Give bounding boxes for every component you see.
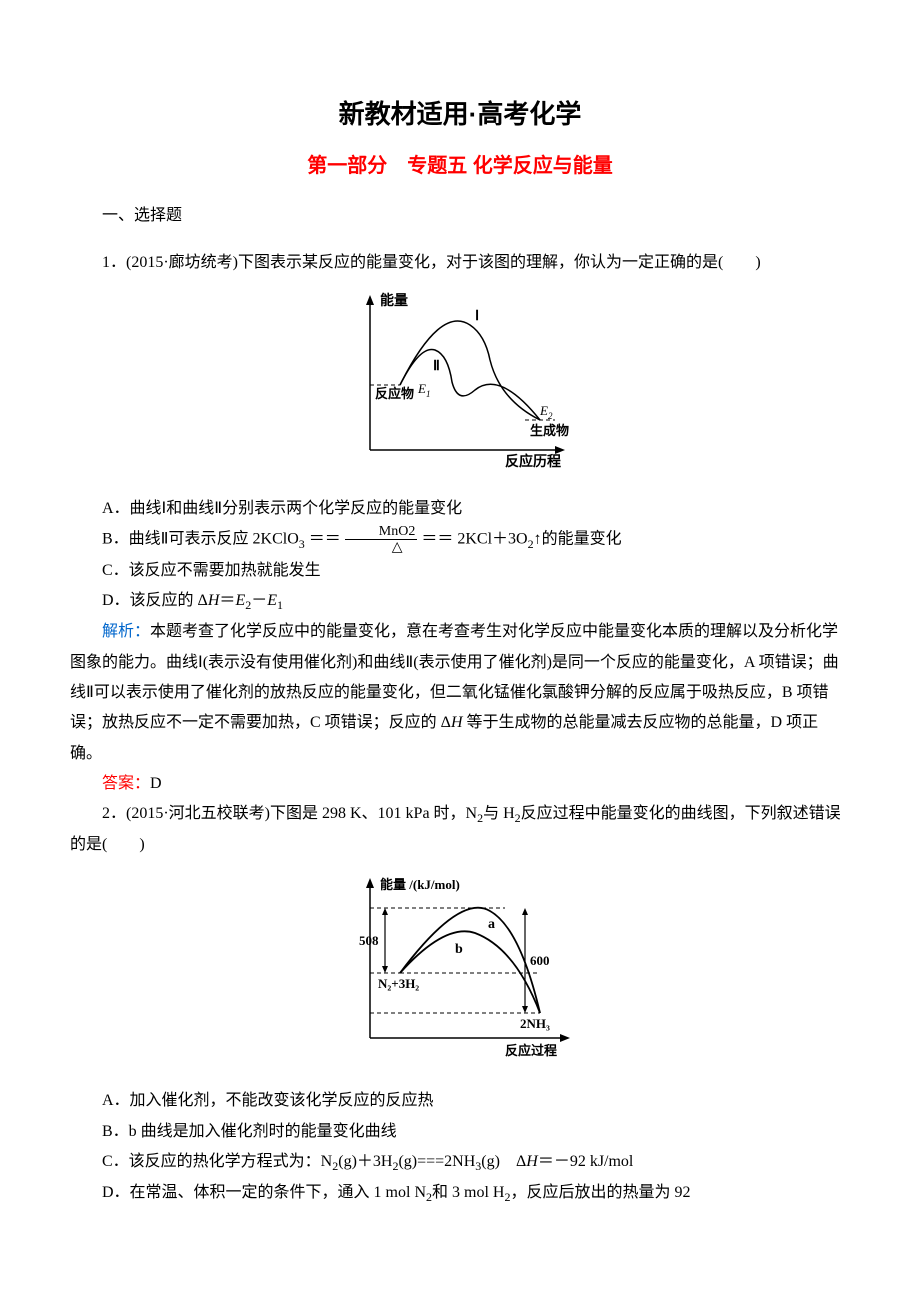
curve-a-label: a [488,917,495,932]
q1-option-a: A．曲线Ⅰ和曲线Ⅱ分别表示两个化学反应的能量变化 [70,494,850,524]
product-label: 生成物 [530,423,569,438]
q2-option-b: B．b 曲线是加入催化剂时的能量变化曲线 [70,1117,850,1147]
section-heading: 一、选择题 [70,201,850,231]
q2-option-a: A．加入催化剂，不能改变该化学反应的反应热 [70,1086,850,1116]
analysis-label: 解析： [102,623,150,640]
q1-answer: 答案：D [70,769,850,799]
q1-option-d: D．该反应的 ΔH＝E2－E1 [70,586,850,617]
q1-figure: 能量 反应历程 Ⅰ Ⅱ 反应物 E1 生成物 E2 [70,290,850,481]
q1-stem: 1．(2015·廊坊统考)下图表示某反应的能量变化，对于该图的理解，你认为一定正… [70,248,850,278]
q2-figure: 能量 /(kJ/mol) 反应过程 a b 508 600 N₂+3H₂ 2NH… [70,873,850,1074]
val-508: 508 [359,933,379,948]
q1-analysis: 解析：本题考查了化学反应中的能量变化，意在考查考生对化学反应中能量变化本质的理解… [70,617,850,769]
e2-label: E2 [539,403,553,421]
curve-b-label: b [455,942,463,957]
val-600: 600 [530,953,550,968]
x-axis-label: 反应历程 [505,453,561,470]
y-axis-label: 能量 [380,292,408,309]
answer-label: 答案： [102,775,150,792]
q1-option-c: C．该反应不需要加热就能发生 [70,556,850,586]
curve-1-label: Ⅰ [475,309,479,324]
reactant-label: 反应物 [375,386,414,401]
q2-stem: 2．(2015·河北五校联考)下图是 298 K、101 kPa 时，N2与 H… [70,799,850,860]
main-title: 新教材适用·高考化学 [70,90,850,139]
curve-2-label: Ⅱ [433,359,440,374]
left-species: N₂+3H₂ [378,976,419,991]
sub-title: 第一部分 专题五 化学反应与能量 [70,147,850,185]
y-axis-label: 能量 /(kJ/mol) [380,877,460,892]
q1-option-b: B．曲线Ⅱ可表示反应 2KClO3 ＝＝MnO2△＝＝ 2KCl＋3O2↑的能量… [70,524,850,556]
q2-option-d: D．在常温、体积一定的条件下，通入 1 mol N2和 3 mol H2，反应后… [70,1178,850,1209]
q2-option-c: C．该反应的热化学方程式为：N2(g)＋3H2(g)===2NH3(g) ΔH＝… [70,1147,850,1178]
x-axis-label: 反应过程 [505,1043,557,1058]
e1-label: E1 [417,381,430,399]
right-species: 2NH₃ [520,1016,550,1031]
